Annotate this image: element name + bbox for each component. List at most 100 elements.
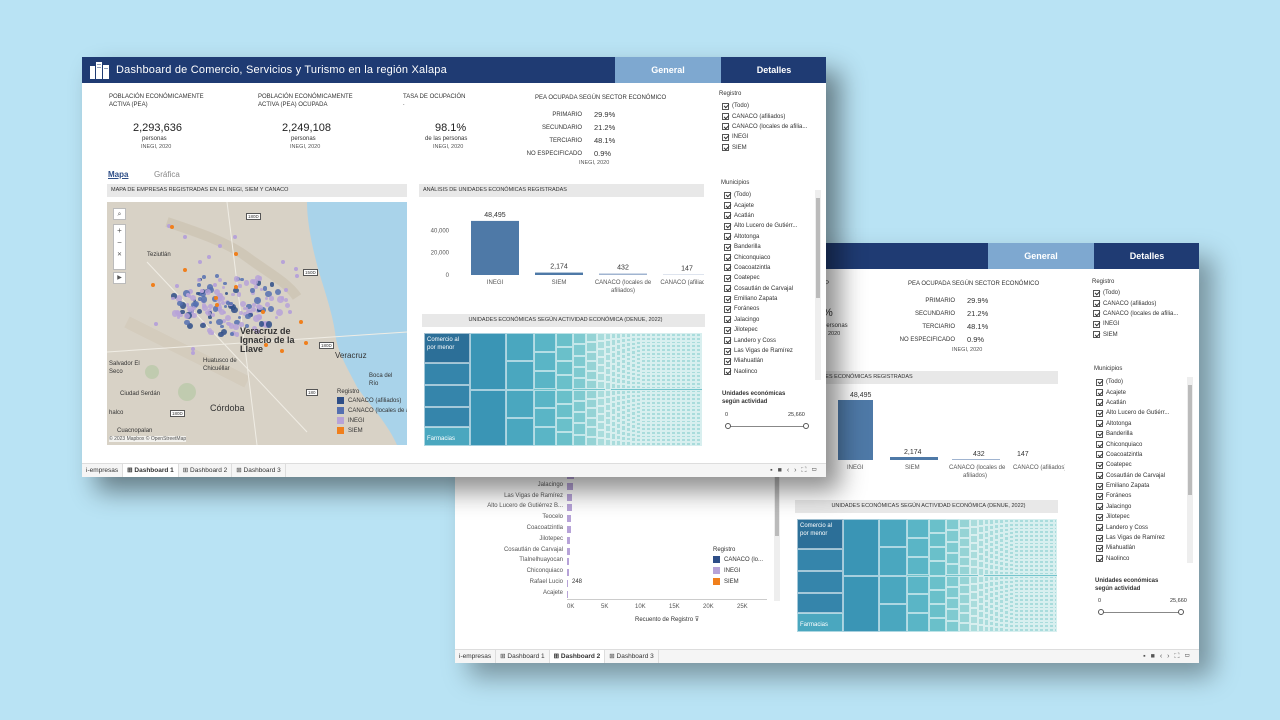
hbar-bar[interactable] [567,536,570,544]
treemap-cell[interactable] [681,351,687,356]
treemap-cell[interactable] [797,571,843,593]
treemap-cell[interactable] [626,403,632,409]
treemap-cell[interactable] [641,389,647,394]
checkbox[interactable] [724,316,731,324]
treemap-cell[interactable] [676,355,682,360]
treemap-cell[interactable] [676,404,682,409]
hbar-bar[interactable] [567,558,569,566]
treemap-cell[interactable] [671,400,677,405]
treemap-cell[interactable] [907,556,929,576]
treemap-cell[interactable] [1029,522,1035,527]
treemap-cell[interactable] [676,370,682,375]
treemap-cell[interactable] [977,617,985,625]
treemap-cell[interactable] [1004,601,1010,606]
treemap-cell[interactable] [671,363,677,367]
treemap-cell[interactable] [621,379,627,385]
treemap-cell[interactable] [604,347,612,355]
treemap-cell[interactable] [1044,628,1050,632]
treemap-cell[interactable] [1004,527,1010,533]
treemap-cell[interactable] [596,429,605,438]
treemap-cell[interactable] [616,423,622,430]
treemap-cell[interactable] [959,528,970,538]
treemap-cell[interactable] [701,415,702,420]
checkbox[interactable] [1093,289,1100,297]
checkbox-item[interactable]: CANACO (afiliados) [722,111,822,121]
map-point[interactable] [274,315,279,319]
checkbox-item[interactable]: (Todo) [1096,377,1188,387]
map-point[interactable] [213,306,219,312]
treemap-cell[interactable] [1044,526,1050,531]
treemap-cell[interactable] [928,547,947,562]
map-point[interactable] [275,309,283,317]
treemap-cell[interactable] [661,412,667,416]
checkbox[interactable] [724,243,731,251]
treemap-cell[interactable] [666,408,672,413]
treemap-cell[interactable] [621,384,627,390]
treemap-cell[interactable] [661,348,667,352]
map-point[interactable] [204,288,211,295]
treemap-cell[interactable] [1029,590,1035,595]
treemap-cell[interactable] [616,395,622,401]
hbar-scrollbar[interactable] [774,471,780,601]
checkbox[interactable] [1096,430,1103,438]
treemap-cell[interactable] [661,400,667,405]
treemap-cell[interactable] [621,399,627,405]
treemap-cell[interactable] [1049,552,1055,557]
map-point[interactable] [221,300,226,306]
treemap-cell[interactable] [611,376,617,384]
treemap-cell[interactable] [641,336,647,341]
treemap-cell[interactable] [621,404,627,411]
treemap-cell[interactable] [676,415,682,420]
zoom-out-icon[interactable]: − [117,238,122,247]
treemap-cell[interactable] [977,561,985,569]
treemap-cell[interactable] [676,419,682,424]
treemap-cell[interactable] [928,575,947,590]
treemap-cell[interactable] [1014,556,1020,561]
treemap-cell[interactable] [616,372,622,379]
map-point[interactable] [245,303,252,310]
treemap-cell[interactable] [626,351,632,357]
treemap-cell[interactable] [1019,564,1025,568]
treemap-cell[interactable] [676,359,682,364]
treemap-cell[interactable] [676,442,682,446]
treemap-cell[interactable] [596,405,605,414]
treemap-cell[interactable] [661,359,667,364]
treemap-cell[interactable] [631,385,637,390]
treemap-cell[interactable] [573,355,587,367]
treemap-cell[interactable] [621,420,627,426]
treemap-cell[interactable] [907,519,929,538]
treemap-cell[interactable] [994,575,1000,581]
treemap-cell[interactable] [1044,583,1050,587]
treemap-cell[interactable] [651,363,657,367]
treemap-cell[interactable] [1014,605,1020,610]
treemap-cell[interactable] [1014,571,1020,576]
map-point[interactable] [264,302,270,307]
treemap-cell[interactable] [1054,522,1057,527]
treemap-cell[interactable] [1049,590,1055,595]
treemap-cell[interactable] [586,417,597,428]
treemap-cell[interactable] [573,434,587,446]
treemap-cell[interactable] [676,344,682,349]
map-point[interactable] [206,255,211,260]
treemap-cell[interactable] [797,593,843,613]
treemap-cell[interactable] [651,374,657,379]
map-point[interactable] [187,294,192,298]
treemap-cell[interactable] [681,344,687,349]
map-point[interactable] [171,293,177,299]
treemap-cell[interactable] [616,361,622,367]
treemap-cell[interactable] [691,408,697,413]
map-point[interactable] [154,321,159,326]
treemap-cell[interactable] [621,394,627,400]
treemap-cell[interactable] [636,405,642,410]
treemap-cell[interactable] [686,363,692,367]
treemap-cell[interactable] [977,540,985,548]
treemap-cell[interactable] [686,370,692,375]
treemap-cell[interactable] [1029,571,1035,576]
treemap-cell[interactable] [534,370,556,390]
map-point[interactable] [175,283,180,288]
treemap-cell[interactable] [626,342,632,348]
treemap-cell[interactable] [681,366,687,371]
treemap-cell[interactable] [696,363,702,367]
treemap-cell[interactable] [681,427,687,431]
treemap-cell[interactable] [1044,586,1050,591]
